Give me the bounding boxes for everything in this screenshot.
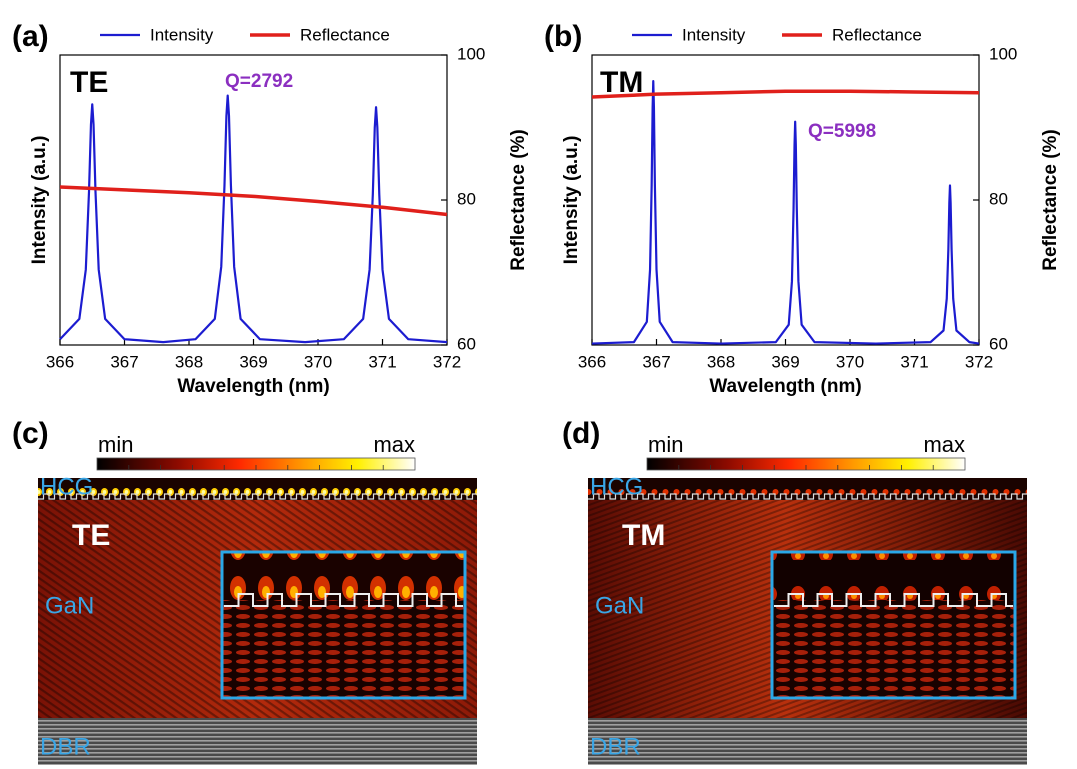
inset-grating: [224, 593, 463, 607]
inset-top: [772, 552, 1015, 600]
y2-tick-label: 80: [989, 189, 1008, 208]
inset-bottom: [222, 600, 465, 698]
x-axis-label: Wavelength (nm): [177, 376, 329, 397]
x-tick-label: 368: [707, 352, 735, 371]
x-tick-label: 371: [900, 352, 928, 371]
dbr-layer: [588, 718, 1027, 765]
x-tick-label: 372: [433, 352, 461, 371]
x-tick-label: 366: [578, 352, 606, 371]
annotation: TE: [70, 66, 108, 99]
data-line: [59, 185, 448, 217]
data-line: [59, 94, 448, 344]
colorbar-max: max: [373, 432, 415, 457]
y2-axis-label: Reflectance (%): [508, 129, 529, 271]
y2-tick-label: 80: [457, 189, 476, 208]
inset-top: [222, 552, 465, 600]
y2-tick-label: 100: [989, 44, 1017, 63]
y2-tick-label: 60: [989, 334, 1008, 353]
x-tick-label: 366: [46, 352, 74, 371]
colorbar-min: min: [648, 432, 683, 457]
data-line: [591, 80, 980, 345]
y2-tick-label: 60: [457, 334, 476, 353]
annotation: Q=2792: [225, 71, 293, 92]
region-label: DBR: [590, 733, 641, 760]
annotation: TM: [600, 66, 643, 99]
inset-frame: [770, 550, 1017, 700]
region-label: HCG: [40, 473, 93, 500]
inset-grating: [774, 593, 1013, 607]
panel-label: (d): [562, 417, 600, 450]
plot-frame: [59, 54, 448, 346]
x-tick-label: 371: [368, 352, 396, 371]
panel-label: (c): [12, 417, 49, 450]
region-label: DBR: [40, 733, 91, 760]
grating-outline: [38, 493, 477, 500]
y-axis-label: Intensity (a.u.): [29, 136, 50, 265]
inset-frame: [220, 550, 467, 700]
y2-axis-label: Reflectance (%): [1040, 129, 1061, 271]
colorbar-min: min: [98, 432, 133, 457]
x-tick-label: 370: [836, 352, 864, 371]
panel-label: (a): [12, 20, 49, 53]
inset-bottom: [772, 600, 1015, 698]
x-tick-label: 367: [642, 352, 670, 371]
panel-label: (b): [544, 20, 582, 53]
x-tick-label: 369: [771, 352, 799, 371]
dbr-layer: [38, 718, 477, 765]
x-tick-label: 369: [239, 352, 267, 371]
mode-label: TM: [622, 519, 665, 552]
region-label: GaN: [595, 592, 644, 619]
data-line: [591, 89, 980, 99]
colorbar-max: max: [923, 432, 965, 457]
legend-label: Intensity: [682, 25, 746, 44]
legend-label: Reflectance: [832, 25, 922, 44]
region-label: GaN: [45, 592, 94, 619]
y-axis-label: Intensity (a.u.): [561, 136, 582, 265]
x-tick-label: 368: [175, 352, 203, 371]
region-label: HCG: [590, 473, 643, 500]
x-axis-label: Wavelength (nm): [709, 376, 861, 397]
x-tick-label: 367: [110, 352, 138, 371]
annotation: Q=5998: [808, 121, 876, 142]
legend-label: Reflectance: [300, 25, 390, 44]
x-tick-label: 370: [304, 352, 332, 371]
mode-label: TE: [72, 519, 110, 552]
legend-label: Intensity: [150, 25, 214, 44]
plot-frame: [591, 54, 980, 346]
y2-tick-label: 100: [457, 44, 485, 63]
grating-outline: [588, 493, 1027, 500]
x-tick-label: 372: [965, 352, 993, 371]
